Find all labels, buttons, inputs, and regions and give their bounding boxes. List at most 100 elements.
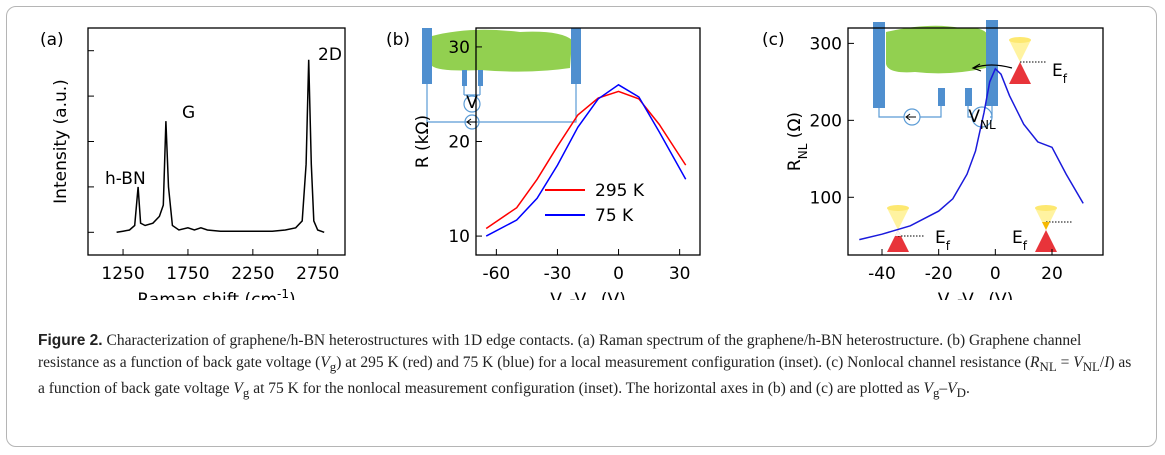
x-tick-label: 2250 (231, 264, 274, 284)
caption-segment: at 75 K for the nonlocal measurement con… (249, 380, 924, 398)
text-segment: NL (796, 143, 810, 159)
text-segment: V (938, 290, 950, 300)
panel-label: (c) (762, 30, 785, 50)
inset-wire (426, 84, 577, 123)
annotation: Ef (1012, 228, 1028, 253)
text-segment: f (946, 239, 951, 253)
inset-source (464, 114, 480, 130)
y-axis-label: R (kΩ) (413, 115, 433, 168)
annotation: Ef (935, 228, 951, 253)
text-segment: R (kΩ) (413, 115, 433, 168)
caption-segment: NL (1082, 359, 1100, 375)
y-tick-label: 10 (448, 227, 470, 247)
dirac-cone (1009, 62, 1031, 84)
dirac-cone (1009, 37, 1031, 43)
data-line (116, 59, 325, 234)
caption-segment: D (956, 385, 966, 401)
text-segment: -V (957, 290, 974, 300)
dirac-cone (1042, 222, 1050, 230)
dirac-cone (1035, 205, 1057, 211)
y-tick-label: 100 (810, 188, 842, 208)
inset-wire (878, 106, 993, 118)
text-segment: E (1012, 228, 1023, 248)
peak-arrow (971, 63, 1013, 72)
y-tick-label: 200 (810, 111, 842, 131)
text-segment: V (466, 93, 478, 113)
dirac-cone (1035, 230, 1057, 252)
text-segment: -V (569, 290, 586, 300)
y-axis-label: RNL (Ω) (785, 112, 810, 171)
caption-segment: R (1030, 354, 1040, 371)
dirac-cone (1035, 208, 1057, 230)
x-axis-label: Vg-VD (V) (938, 290, 1014, 300)
caption-segment: I (1104, 354, 1110, 371)
x-axis-label: Raman shift (cm-1) (137, 287, 295, 300)
inset-source (903, 108, 921, 126)
x-tick-label: 20 (1041, 264, 1063, 284)
text-segment: Raman shift (cm (137, 290, 277, 300)
inset-arrow (905, 113, 916, 121)
inset-contact (478, 70, 483, 86)
inset-flake (432, 29, 572, 72)
annotation: G (182, 103, 195, 123)
y-tick-label: 20 (448, 133, 470, 153)
x-tick-label: 30 (669, 264, 691, 284)
annotation: 2D (318, 45, 342, 65)
caption-segment: Figure 2. (38, 332, 103, 349)
caption-segment: V (233, 380, 243, 398)
text-segment: NL (980, 118, 996, 132)
caption-segment: V (320, 354, 330, 371)
text-segment: G (182, 103, 195, 123)
inset-contact (873, 22, 885, 108)
text-segment: (Ω) (785, 112, 805, 144)
dirac-cone (887, 205, 909, 211)
inset-flake (886, 25, 988, 74)
data-line (485, 83, 687, 237)
data-line (485, 90, 687, 230)
x-tick-label: 0 (613, 264, 624, 284)
dirac-cone (887, 208, 909, 230)
text-segment: (V) (983, 290, 1013, 300)
inset-contact (462, 70, 467, 86)
inset-arrow (466, 118, 476, 126)
caption-segment: ) at 295 K (red) and 75 K (blue) for a l… (336, 354, 1031, 371)
inset-meter (971, 106, 993, 128)
x-tick-label: -60 (482, 264, 510, 284)
caption-segment: – (939, 380, 948, 398)
dirac-cone (887, 230, 909, 252)
figure-frame (6, 6, 1157, 447)
legend-label: 75 K (595, 206, 634, 226)
caption-segment: g (329, 359, 337, 375)
text-segment: (V) (595, 290, 625, 300)
text-segment: 2D (318, 45, 342, 65)
annotation: VNL (968, 107, 996, 132)
inset-contact (938, 88, 945, 106)
annotation: V (466, 93, 478, 113)
caption-segment: V (1073, 354, 1083, 371)
inset-contact (965, 88, 972, 106)
x-tick-label: 2750 (296, 264, 339, 284)
y-tick-label: 30 (448, 38, 470, 58)
dirac-cone (895, 230, 901, 236)
inset-contact (422, 28, 432, 84)
text-segment: E (935, 228, 946, 248)
text-segment: R (785, 159, 805, 171)
x-tick-label: -30 (544, 264, 572, 284)
text-segment: E (1052, 61, 1063, 81)
annotation: h-BN (105, 169, 146, 189)
caption-segment: V (923, 380, 933, 398)
caption: Figure 2. Characterization of graphene/h… (38, 330, 1133, 404)
x-tick-label: -40 (868, 264, 896, 284)
panel-label: (a) (40, 30, 64, 50)
annotation: Ef (1052, 61, 1068, 86)
caption-segment: NL (1039, 359, 1057, 375)
inset-meter (463, 95, 481, 113)
text-segment: ) (289, 290, 296, 300)
caption-segment: Characterization of graphene/h-BN hetero… (38, 332, 1082, 371)
caption-segment: . (965, 380, 970, 398)
caption-segment: g (242, 385, 250, 401)
x-axis-label: Vg-VD (V) (550, 290, 626, 300)
text-segment: V (550, 290, 562, 300)
